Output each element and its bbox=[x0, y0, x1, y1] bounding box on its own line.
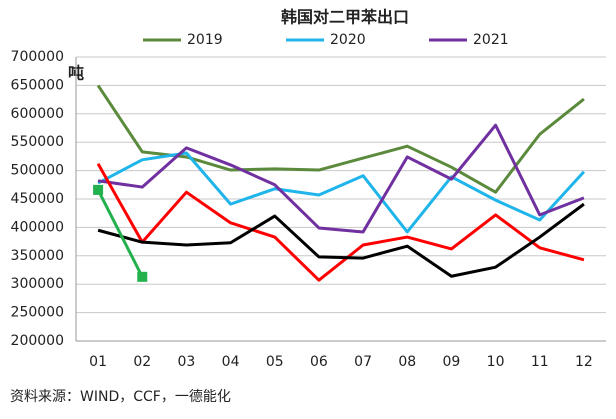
chart-title: 韩国对二甲苯出口 bbox=[281, 8, 409, 27]
x-tick-label: 07 bbox=[354, 354, 372, 370]
y-tick-label: 300000 bbox=[11, 276, 64, 292]
series-marker bbox=[137, 271, 148, 282]
y-tick-label: 250000 bbox=[11, 305, 64, 321]
y-tick-label: 600000 bbox=[11, 106, 64, 122]
x-tick-label: 03 bbox=[178, 354, 196, 370]
y-tick-label: 650000 bbox=[11, 77, 64, 93]
x-tick-label: 09 bbox=[443, 354, 461, 370]
legend-label: 2021 bbox=[473, 32, 509, 48]
series-line bbox=[97, 202, 585, 278]
x-tick-label: 02 bbox=[133, 354, 151, 370]
y-tick-label: 500000 bbox=[11, 163, 64, 179]
y-tick-label: 400000 bbox=[11, 219, 64, 235]
y-tick-label: 200000 bbox=[11, 333, 64, 349]
y-tick-label: 550000 bbox=[11, 134, 64, 150]
series-line bbox=[96, 189, 144, 278]
series-marker bbox=[93, 184, 104, 195]
y-tick-label: 350000 bbox=[11, 248, 64, 264]
x-tick-label: 12 bbox=[575, 354, 593, 370]
series-line bbox=[97, 123, 585, 234]
x-tick-label: 05 bbox=[266, 354, 284, 370]
source-note: 资料来源：WIND，CCF，一德能化 bbox=[10, 389, 231, 405]
x-tick-label: 04 bbox=[222, 354, 240, 370]
y-tick-label: 450000 bbox=[11, 191, 64, 207]
x-tick-label: 06 bbox=[310, 354, 328, 370]
series-line bbox=[96, 163, 585, 282]
y-tick-label: 700000 bbox=[11, 49, 64, 65]
legend-label: 2020 bbox=[330, 32, 366, 48]
x-tick-label: 10 bbox=[487, 354, 505, 370]
series-line bbox=[96, 84, 585, 194]
legend-label: 2019 bbox=[187, 32, 223, 48]
x-tick-label: 01 bbox=[89, 354, 107, 370]
x-tick-label: 11 bbox=[531, 354, 549, 370]
x-tick-label: 08 bbox=[398, 354, 416, 370]
